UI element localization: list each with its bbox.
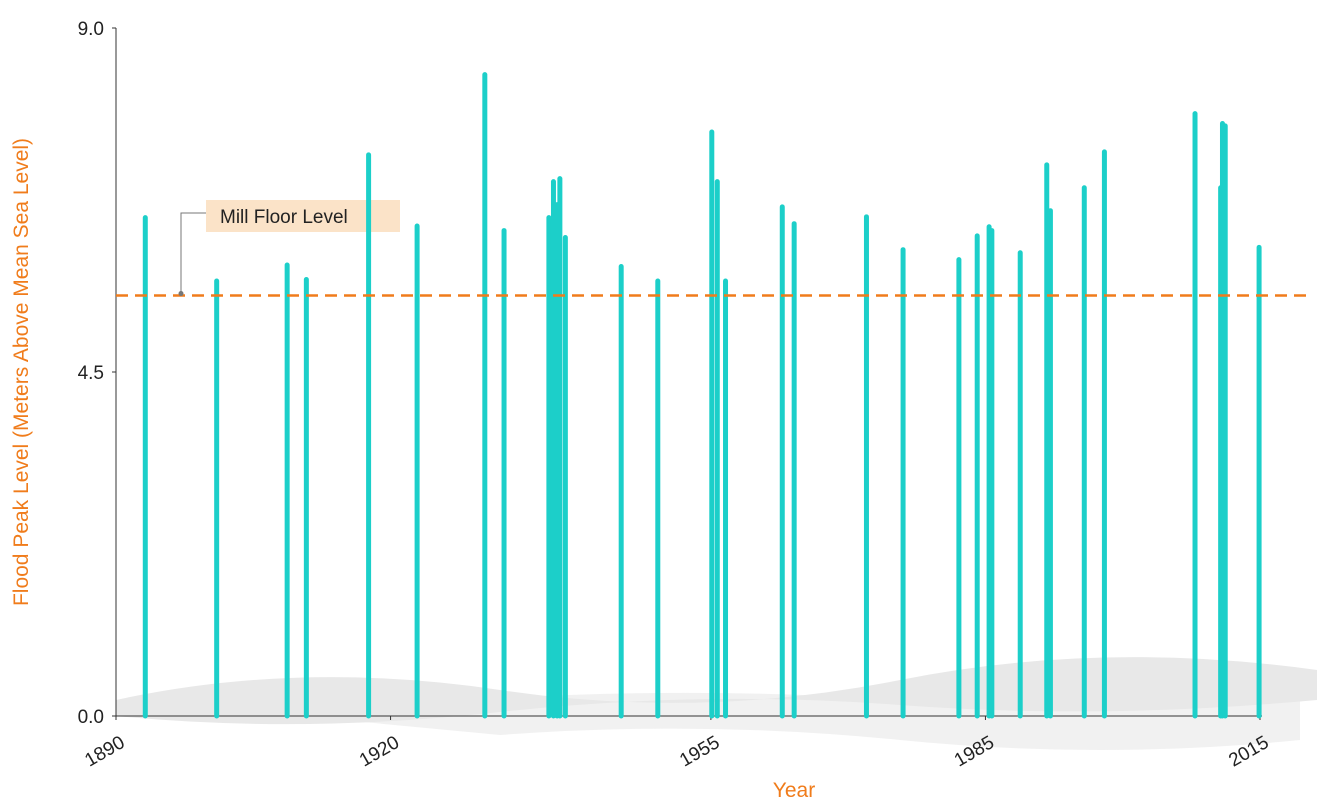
y-axis-title: Flood Peak Level (Meters Above Mean Sea … bbox=[10, 138, 33, 606]
x-axis-title: Year bbox=[773, 779, 815, 802]
x-tick-label: 1920 bbox=[356, 732, 403, 771]
annotation-dot bbox=[178, 291, 184, 297]
y-tick-label: 4.5 bbox=[78, 363, 104, 384]
y-tick-label: 9.0 bbox=[78, 19, 104, 40]
x-tick-label: 1890 bbox=[81, 732, 128, 771]
annotation-leader bbox=[180, 212, 206, 294]
x-tick-label: 1955 bbox=[676, 732, 723, 771]
annotation-label: Mill Floor Level bbox=[220, 207, 348, 228]
y-tick-label: 0.0 bbox=[78, 707, 104, 728]
